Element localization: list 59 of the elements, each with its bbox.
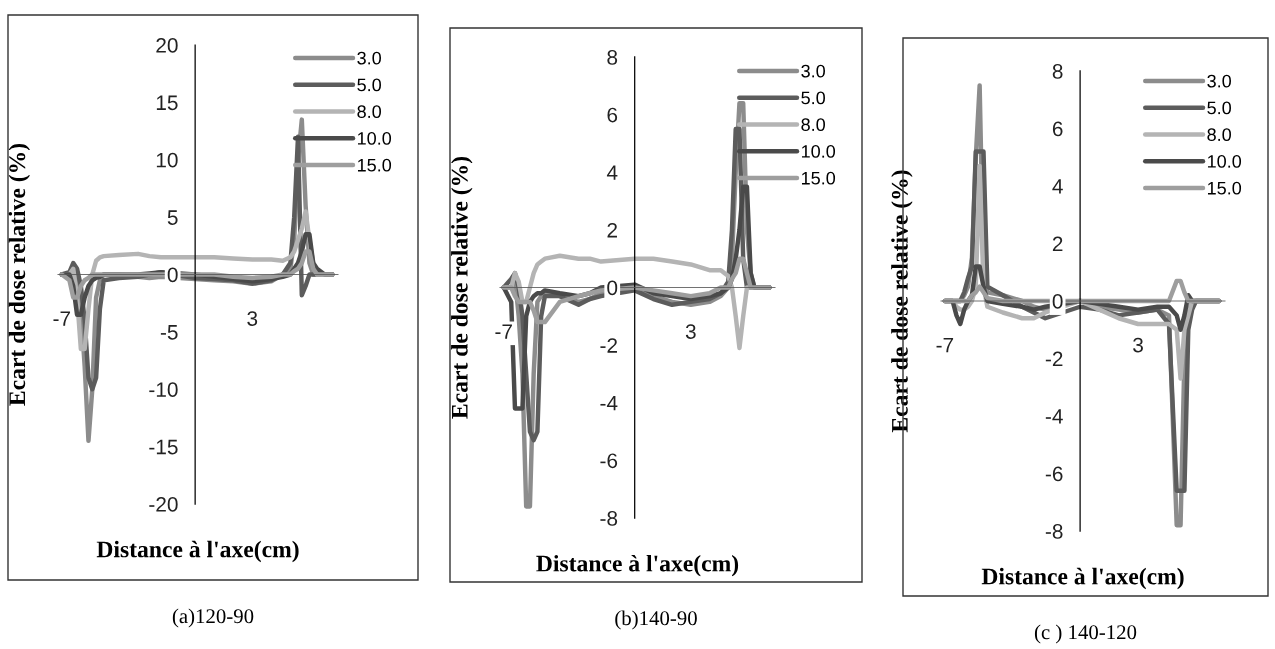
legend-label: 15.0 <box>357 158 392 172</box>
legend-label: 3.0 <box>1207 74 1232 88</box>
legend-label: 5.0 <box>357 78 382 92</box>
x-tick-label: -7 <box>53 311 71 326</box>
legend-label: 15.0 <box>801 171 836 185</box>
x-axis-title: Distance à l'axe(cm) <box>981 567 1184 590</box>
y-tick-label: -4 <box>600 395 618 411</box>
y-tick-label: 0 <box>167 267 178 283</box>
legend-label: 8.0 <box>357 105 382 119</box>
y-axis-title: Ecart de dose relative (%) <box>8 143 30 406</box>
x-tick-label: 3 <box>247 311 258 326</box>
y-tick-label: -6 <box>1045 466 1063 482</box>
y-tick-label: 4 <box>1052 179 1063 194</box>
y-tick-label: -20 <box>149 497 178 512</box>
line-series <box>501 256 772 325</box>
y-tick-label: -10 <box>149 382 178 397</box>
y-tick-label: 6 <box>1052 121 1063 137</box>
y-tick-label: 0 <box>1052 294 1063 309</box>
y-tick-label: 5 <box>167 210 178 225</box>
y-tick-label: -5 <box>160 325 178 340</box>
legend-label: 5.0 <box>801 91 826 105</box>
legend-label: 10.0 <box>801 145 836 158</box>
y-tick-label: -8 <box>600 511 618 526</box>
y-tick-label: 4 <box>606 165 618 180</box>
legend-label: 3.0 <box>801 64 826 78</box>
y-tick-label: -15 <box>149 439 178 455</box>
x-axis-title: Distance à l'axe(cm) <box>96 540 299 563</box>
y-tick-label: 8 <box>1052 64 1063 79</box>
text: (b)140-90 <box>615 610 697 630</box>
x-axis-title: Distance à l'axe(cm) <box>536 554 739 577</box>
legend-label: 10.0 <box>357 132 392 145</box>
legend-label: 10.0 <box>1207 155 1242 168</box>
y-tick-label: -6 <box>600 453 618 469</box>
text: (c ) 140-120 <box>1034 624 1137 644</box>
legend-label: 8.0 <box>801 118 826 132</box>
x-tick-label: 3 <box>1133 337 1143 353</box>
y-axis-title: Ecart de dose relative (%) <box>451 156 473 419</box>
y-tick-label: 2 <box>1052 236 1063 252</box>
y-tick-label: -4 <box>1045 409 1063 424</box>
legend-label: 3.0 <box>357 51 382 65</box>
y-tick-label: 8 <box>607 50 618 65</box>
text: (a)120-90 <box>172 608 254 628</box>
line-series <box>59 249 335 300</box>
legend-label: 5.0 <box>1207 101 1232 115</box>
x-tick-label: 3 <box>685 324 696 339</box>
legend-label: 8.0 <box>1207 128 1232 142</box>
y-tick-label: 10 <box>156 152 178 168</box>
y-tick-label: 15 <box>156 95 178 111</box>
y-tick-label: 20 <box>156 38 178 53</box>
y-tick-label: 0 <box>607 280 618 296</box>
y-tick-label: -2 <box>600 338 617 353</box>
y-axis-title: Ecart de dose relative (%) <box>891 170 913 433</box>
y-tick-label: -8 <box>1045 524 1063 539</box>
x-tick-label: -7 <box>495 324 512 339</box>
x-tick-label: -7 <box>936 337 954 353</box>
y-tick-label: 6 <box>607 107 618 123</box>
y-tick-label: -2 <box>1045 351 1063 367</box>
y-tick-label: 2 <box>607 222 617 238</box>
legend-label: 15.0 <box>1207 181 1242 195</box>
